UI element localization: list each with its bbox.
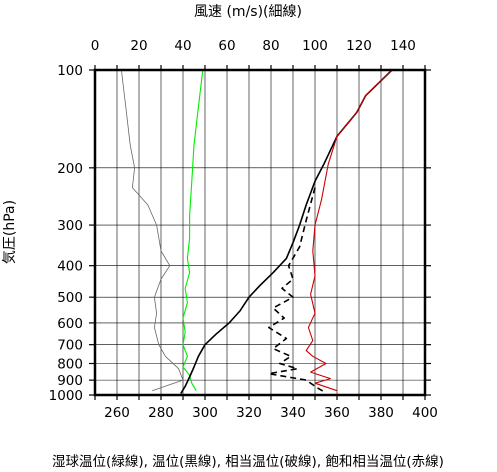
x-tick-label-bottom: 300 <box>192 405 218 421</box>
y-tick-label: 700 <box>57 338 83 354</box>
series-line-3 <box>305 69 393 392</box>
x-tick-label-bottom: 400 <box>412 405 438 421</box>
y-tick-label: 300 <box>57 218 83 234</box>
y-tick-label: 600 <box>57 316 83 332</box>
series-line-4 <box>121 69 184 392</box>
chart-title-top: 風速 (m/s)(細線) <box>194 4 302 20</box>
plot-frame <box>93 68 427 397</box>
grid-lines <box>95 69 425 396</box>
x-tick-label-bottom: 280 <box>148 405 174 421</box>
x-tick-label-bottom: 260 <box>104 405 130 421</box>
y-tick-label: 400 <box>57 259 83 275</box>
x-tick-label-bottom: 320 <box>236 405 262 421</box>
x-tick-label-top: 80 <box>262 38 279 54</box>
x-tick-label-bottom: 380 <box>368 405 394 421</box>
x-tick-label-top: 40 <box>174 38 191 54</box>
y-tick-label: 100 <box>57 63 83 79</box>
x-tick-label-top: 120 <box>346 38 372 54</box>
x-tick-label-bottom: 360 <box>324 405 350 421</box>
series-line-1 <box>180 69 393 395</box>
x-axis-label-bottom: 湿球温位(緑線), 温位(黒線), 相当温位(破線), 飽和相当温位(赤線) <box>52 454 444 470</box>
series-line-0 <box>182 69 204 391</box>
x-tick-label-top: 100 <box>302 38 328 54</box>
x-tick-label-top: 60 <box>218 38 235 54</box>
x-tick-label-top: 0 <box>91 38 100 54</box>
series-line-2 <box>268 187 327 394</box>
y-axis-label: 気圧(hPa) <box>2 200 18 264</box>
x-tick-label-top: 20 <box>130 38 147 54</box>
y-tick-label: 200 <box>57 161 83 177</box>
x-tick-label-top: 140 <box>390 38 416 54</box>
axis-ticks: 260 280 300 320 340 360 380 400 0 20 40 60 80 100 120 1… <box>49 38 438 421</box>
y-tick-label: 900 <box>57 373 83 389</box>
x-tick-label-bottom: 340 <box>280 405 306 421</box>
series-group <box>121 69 393 395</box>
y-tick-label: 1000 <box>49 388 83 404</box>
y-tick-label: 800 <box>57 357 83 373</box>
y-tick-label: 500 <box>57 290 83 306</box>
